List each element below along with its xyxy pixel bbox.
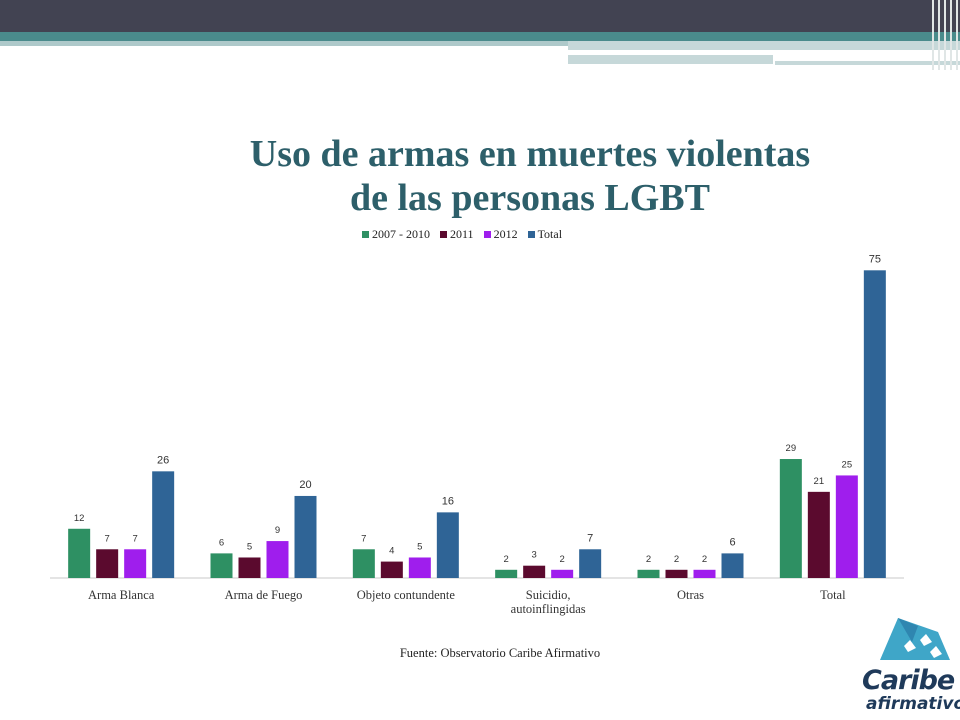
bar: [637, 569, 660, 578]
legend-item: 2007 - 2010: [362, 227, 430, 242]
accent-band-lower-right: [775, 61, 960, 65]
data-label: 7: [105, 533, 110, 544]
data-label: 7: [361, 533, 366, 544]
bar: [124, 549, 147, 578]
accent-band-light: [0, 41, 568, 46]
bar: [551, 569, 574, 578]
data-label: 21: [814, 476, 825, 487]
data-label: 26: [157, 454, 169, 466]
accent-band-light-right: [568, 41, 960, 50]
bar: [579, 549, 602, 578]
data-label: 2: [702, 554, 707, 565]
bar: [495, 569, 518, 578]
data-label: 20: [299, 479, 311, 491]
bar: [238, 557, 261, 578]
data-label: 2: [646, 554, 651, 565]
caribe-afirmativo-logo: [880, 618, 950, 660]
legend-item: 2012: [483, 226, 518, 242]
bar: [294, 495, 317, 578]
bar: [665, 569, 688, 578]
bar: [523, 565, 546, 578]
legend-item: Total: [527, 226, 563, 242]
data-label: 6: [729, 536, 735, 548]
data-label: 5: [417, 541, 422, 552]
data-label: 9: [275, 525, 280, 536]
logo-text-caribe: Caribe: [862, 665, 955, 696]
data-label: 29: [786, 443, 797, 454]
legend-swatch: [483, 230, 491, 238]
category-label: Arma Blanca: [88, 588, 155, 602]
bar: [835, 475, 858, 578]
logo-text-afirmativo: afirmativo: [866, 694, 960, 714]
data-label: 2: [504, 554, 509, 565]
bar: [352, 549, 375, 578]
chart-title: Uso de armas en muertes violentas de las…: [150, 132, 910, 220]
data-label: 7: [587, 532, 593, 544]
data-label: 16: [442, 495, 454, 507]
legend-label: Total: [537, 226, 563, 241]
bar: [96, 549, 119, 578]
data-label: 2: [560, 554, 565, 565]
source-note: Fuente: Observatorio Caribe Afirmativo: [399, 646, 601, 660]
accent-band: [0, 32, 960, 41]
bar: [807, 491, 830, 578]
bar: [68, 528, 91, 578]
category-label: Objeto contundente: [357, 588, 456, 602]
category-label: autoinflingidas: [511, 602, 586, 616]
bar: [693, 569, 716, 578]
data-label: 6: [219, 537, 224, 548]
bar: [408, 557, 431, 578]
chart-legend: 2007 - 2010 2011 2012 Total: [362, 226, 562, 242]
legend-swatch: [440, 230, 447, 238]
chart-title-line1: Uso de armas en muertes violentas: [249, 133, 811, 175]
bar: [380, 561, 403, 578]
bar: [266, 541, 289, 578]
bar: [436, 512, 459, 578]
category-label: Otras: [677, 588, 704, 602]
data-label: 7: [133, 533, 138, 544]
category-label: Suicidio,: [526, 588, 571, 602]
bar: [152, 471, 175, 578]
top-bar: [0, 0, 960, 32]
bar: [779, 459, 802, 578]
decorative-stripes: [930, 0, 960, 70]
category-label: Total: [820, 588, 846, 602]
legend-swatch: [362, 230, 369, 238]
data-label: 2: [674, 554, 679, 565]
legend-label: 2011: [450, 226, 474, 241]
bar: [721, 553, 744, 578]
legend-label: 2012: [493, 226, 518, 241]
category-label: Arma de Fuego: [225, 588, 303, 602]
chart-title-line2: de las personas LGBT: [349, 177, 711, 219]
legend-swatch: [527, 230, 535, 238]
accent-band-lower: [568, 55, 773, 64]
data-label: 25: [842, 459, 853, 470]
data-label: 4: [389, 546, 394, 557]
data-label: 12: [74, 513, 85, 524]
bar: [863, 270, 886, 578]
legend-label: 2007 - 2010: [372, 226, 430, 241]
bar: [210, 553, 233, 578]
legend-item: 2011: [440, 227, 474, 242]
data-label: 3: [532, 550, 537, 561]
data-label: 75: [869, 253, 881, 265]
data-label: 5: [247, 541, 252, 552]
